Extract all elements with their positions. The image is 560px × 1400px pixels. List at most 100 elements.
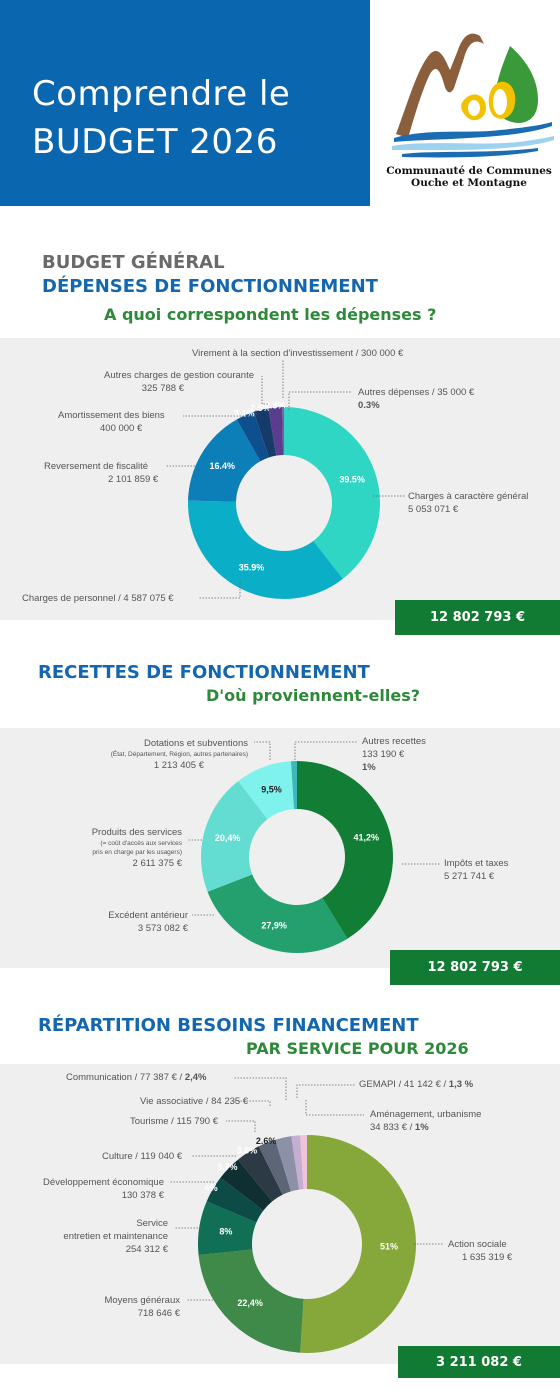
label-value: 325 788 € xyxy=(141,383,184,394)
org-name-line-2: Ouche et Montagne xyxy=(411,177,527,189)
slice-value-label: 3.6% xyxy=(237,1146,258,1156)
donut-slice xyxy=(282,407,284,456)
section1-total: 12 802 793 € xyxy=(395,600,560,635)
donut-slice xyxy=(188,500,343,599)
label-value: 718 646 € xyxy=(137,1308,180,1319)
title-line-1: Comprendre le xyxy=(32,74,291,114)
section2-heading: RECETTES DE FONCTIONNEMENT xyxy=(38,662,370,683)
label-impots: Impôts et taxes 5 271 741 € xyxy=(444,857,508,883)
label-personnel: Charges de personnel / 4 587 075 € xyxy=(22,593,174,604)
slice-value-label: 2.3% xyxy=(265,400,286,410)
slice-value-label: 41,2% xyxy=(354,832,380,842)
donut-slices: 39.5% 35.9% 16.4% 3.1%2.5%2.3% xyxy=(188,400,380,599)
label-percent: 1% xyxy=(414,1122,429,1133)
section1-subtitle: A quoi correspondent les dépenses ? xyxy=(104,305,437,324)
slice-value-label: 22,4% xyxy=(237,1298,263,1308)
slice-value-label: 4% xyxy=(205,1183,218,1193)
label-note: (État, Département, Région, autres parte… xyxy=(110,751,248,758)
label-value: 34 833 € / xyxy=(370,1122,415,1133)
slice-value-label: 9,5% xyxy=(261,785,282,795)
logo-icon xyxy=(392,33,554,158)
donut-slice xyxy=(238,761,294,820)
slice-value-label: 51% xyxy=(380,1242,398,1252)
label-text: Aménagement, urbanisme xyxy=(370,1109,482,1120)
label-action-sociale: Action sociale 1 635 319 € xyxy=(448,1238,512,1264)
label-autres-recettes: Autres recettes 133 190 € 1% xyxy=(362,735,426,774)
slice-value-label: 8% xyxy=(219,1227,232,1237)
label-communication: Communication / 77 387 € / 2,4% xyxy=(66,1071,206,1084)
label-value: 5 053 071 € xyxy=(408,504,459,515)
donut-slice xyxy=(291,1135,304,1190)
label-value: 2 101 859 € xyxy=(108,474,159,485)
label-autres-depenses: Autres dépenses / 35 000 € 0.3% xyxy=(358,386,474,412)
slice-value-label: 3.1% xyxy=(234,408,255,418)
label-text: Charges à caractère général xyxy=(408,491,529,502)
label-value: 0.3% xyxy=(358,400,380,411)
label-moyens-generaux: Moyens généraux 718 646 € xyxy=(104,1294,180,1320)
donut-chart-revenue: 41,2% 27,9% 20,4% 9,5% xyxy=(187,741,440,953)
donut-slices: 51% 22,4% 8% 4% 3.7% 3.6%2.6% xyxy=(197,1135,417,1353)
label-gemapi: GEMAPI / 41 142 € / 1,3 % xyxy=(359,1078,473,1091)
label-text: Reversement de fiscalité xyxy=(44,461,149,472)
label-autres-gestion: Autres charges de gestion courante 325 7… xyxy=(104,369,254,395)
label-produits-services: Produits des services (= coût d'accès au… xyxy=(92,826,182,870)
label-amortissement: Amortissement des biens 400 000 € xyxy=(58,409,165,435)
donut-slice xyxy=(220,1159,273,1211)
donut-slice xyxy=(188,419,261,502)
leader-line xyxy=(305,1100,364,1116)
page-title: Comprendre le BUDGET 2026 xyxy=(32,70,290,166)
section3-heading: RÉPARTITION BESOINS FINANCEMENT xyxy=(38,1015,419,1036)
label-value: 1 635 319 € xyxy=(462,1252,513,1263)
section3-total: 3 211 082 € xyxy=(398,1346,560,1378)
label-vie-associative: Vie associative / 84 235 € xyxy=(140,1096,249,1107)
label-text: Produits des services xyxy=(91,827,182,838)
section2-total: 12 802 793 € xyxy=(390,950,560,985)
label-amenagement: Aménagement, urbanisme 34 833 € / 1% xyxy=(370,1108,481,1134)
label-text: Développement économique xyxy=(43,1177,164,1188)
slice-value-label: 35.9% xyxy=(239,562,265,572)
donut-slice xyxy=(197,1201,257,1255)
label-value: 400 000 € xyxy=(100,423,143,434)
label-value: 133 190 € xyxy=(362,749,405,760)
slice-value-label: 27,9% xyxy=(261,920,287,930)
label-reversement: Reversement de fiscalité 2 101 859 € xyxy=(44,460,158,486)
donut-slice xyxy=(275,1136,300,1192)
label-value: 3 573 082 € xyxy=(137,923,188,934)
donut-slice xyxy=(268,407,284,456)
donut-slice xyxy=(206,1177,264,1223)
section2-subtitle: D'où proviennent-elles? xyxy=(206,686,421,705)
org-name-line-1: Communauté de Communes xyxy=(386,165,552,177)
label-dotations: Dotations et subventions (État, Départem… xyxy=(111,737,248,772)
label-developpement: Développement économique 130 378 € xyxy=(43,1176,164,1202)
label-text: Autres charges de gestion courante xyxy=(104,370,254,381)
label-value: 1 213 405 € xyxy=(153,760,204,771)
slice-value-label: 16.4% xyxy=(209,461,235,471)
label-service-entretien: Service entretien et maintenance 254 312… xyxy=(63,1217,168,1256)
leader-line xyxy=(183,410,257,417)
leader-line xyxy=(294,741,358,760)
leader-line xyxy=(226,1120,256,1132)
donut-slice xyxy=(207,874,348,953)
label-tourisme: Tourisme / 115 790 € xyxy=(130,1116,219,1127)
section3-subtitle: PAR SERVICE POUR 2026 xyxy=(246,1039,469,1058)
label-text: GEMAPI / 41 142 € / xyxy=(359,1079,449,1090)
donut-slice xyxy=(297,761,394,939)
label-virement: Virement à la section d'investissement /… xyxy=(192,348,404,359)
leader-line xyxy=(198,580,241,599)
leader-line xyxy=(231,1100,271,1106)
leader-line xyxy=(296,1084,355,1098)
label-value: 130 378 € xyxy=(121,1190,164,1201)
label-text: Excédent antérieur xyxy=(108,910,188,921)
label-percent: 2,4% xyxy=(184,1072,207,1083)
leader-line xyxy=(288,391,352,410)
label-note: pris en charge par les usagers) xyxy=(92,849,182,856)
donut-slice xyxy=(290,761,297,810)
label-percent: 1,3 % xyxy=(448,1079,474,1090)
label-value: 254 312 € xyxy=(125,1244,168,1255)
label-text: Impôts et taxes xyxy=(444,858,509,869)
section1-title: BUDGET GÉNÉRAL xyxy=(42,252,225,273)
leader-line xyxy=(261,376,268,405)
donut-slice xyxy=(236,411,269,462)
donut-slice xyxy=(258,1139,291,1195)
label-text: Amortissement des biens xyxy=(58,410,165,421)
